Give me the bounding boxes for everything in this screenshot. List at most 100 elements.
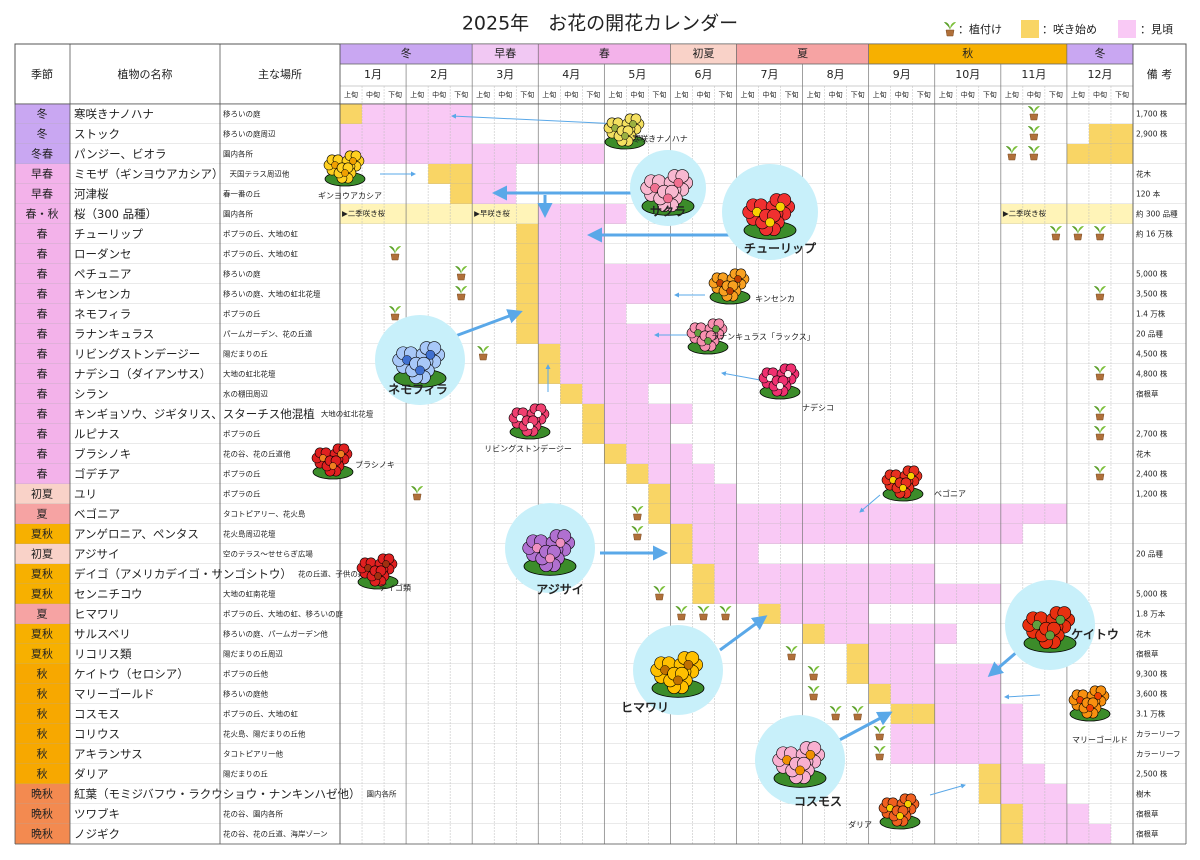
row-bg bbox=[15, 584, 1186, 604]
dekad-label: 下旬 bbox=[388, 90, 402, 99]
month-label: 11月 bbox=[1021, 68, 1046, 81]
illustration-label: サクラ bbox=[650, 205, 686, 219]
season: 秋 bbox=[37, 747, 48, 761]
illustration-label: コスモス bbox=[794, 795, 842, 809]
leaf bbox=[1099, 466, 1106, 474]
start-bloom bbox=[516, 244, 539, 264]
place: 園内各所 bbox=[223, 209, 253, 219]
season-band-label: 冬 bbox=[1094, 46, 1105, 60]
column-header: 備 考 bbox=[1147, 68, 1173, 81]
season: 春 bbox=[37, 368, 48, 381]
note: カラーリーフ bbox=[1136, 730, 1181, 739]
flower-center bbox=[673, 675, 683, 686]
dekad-label: 下旬 bbox=[851, 90, 865, 99]
arrow bbox=[1004, 694, 1041, 700]
plant-icon bbox=[873, 726, 886, 741]
plant-icon bbox=[1093, 286, 1106, 301]
note: 2,500 株 bbox=[1136, 769, 1168, 779]
start-bloom bbox=[868, 684, 891, 704]
dekad-label: 下旬 bbox=[520, 90, 534, 99]
flower-illustration bbox=[758, 363, 801, 400]
pot bbox=[1095, 233, 1105, 241]
season-band-label: 夏 bbox=[797, 47, 808, 60]
illustration-label: ヒマワリ bbox=[621, 701, 669, 715]
legend-swatch bbox=[1118, 20, 1136, 38]
start-bloom bbox=[978, 764, 1001, 784]
leaf bbox=[477, 346, 484, 354]
season: 晩秋 bbox=[31, 827, 53, 841]
leaf bbox=[1027, 106, 1034, 114]
start-bloom bbox=[604, 444, 627, 464]
place: 移ろいの庭 bbox=[223, 269, 261, 279]
note: 20 品種 bbox=[1136, 329, 1163, 339]
season-cell bbox=[15, 324, 70, 344]
pot bbox=[875, 733, 884, 741]
plant-name: ゴデチア bbox=[74, 467, 120, 481]
dekad-label: 中旬 bbox=[829, 90, 843, 99]
season-band-label: 初夏 bbox=[692, 46, 714, 60]
plant-icon bbox=[807, 666, 820, 681]
flower-center bbox=[526, 422, 534, 430]
leaf bbox=[791, 646, 798, 654]
place: 花の丘道、子供の森他 bbox=[298, 569, 373, 579]
start-bloom bbox=[582, 424, 605, 444]
pot bbox=[456, 273, 466, 281]
flower-center bbox=[555, 538, 566, 548]
season: 春 bbox=[37, 428, 48, 441]
full-bloom bbox=[670, 484, 737, 504]
season: 初夏 bbox=[31, 547, 53, 561]
season: 春 bbox=[37, 408, 48, 421]
illustration-label: チューリップ bbox=[744, 241, 817, 256]
plant-name: 紅葉（モミジバフウ・ラクウショウ・ナンキンハゼ他） bbox=[74, 787, 360, 801]
season-cell bbox=[15, 144, 70, 164]
season: 春 bbox=[37, 248, 48, 261]
season: 秋 bbox=[37, 707, 48, 721]
leaf bbox=[944, 22, 950, 30]
plant-icon bbox=[1093, 406, 1106, 421]
season: 秋 bbox=[37, 667, 48, 681]
illustration-label: ラナンキュラス「ラックス」 bbox=[711, 333, 815, 342]
pot bbox=[1007, 153, 1017, 161]
season-band-label: 秋 bbox=[962, 46, 973, 60]
dekad-label: 中旬 bbox=[498, 90, 512, 99]
leaf bbox=[851, 706, 858, 714]
flower-illustration bbox=[742, 193, 797, 240]
leaf bbox=[1071, 226, 1078, 234]
season-cell bbox=[15, 664, 70, 684]
pot bbox=[1095, 473, 1105, 481]
start-bloom bbox=[670, 524, 693, 544]
month-label: 7月 bbox=[761, 68, 779, 81]
legend-label: ：植付け bbox=[958, 22, 1002, 36]
start-bloom bbox=[560, 384, 583, 404]
plant-icon bbox=[631, 506, 644, 521]
pot bbox=[1095, 373, 1105, 381]
season-cell bbox=[15, 364, 70, 384]
pot bbox=[478, 353, 488, 361]
plant-icon bbox=[631, 526, 644, 541]
start-bloom bbox=[1000, 824, 1023, 844]
bloom-marker: ▶早咲き桜 bbox=[474, 208, 510, 218]
season: 春・秋 bbox=[26, 207, 59, 221]
place: ポプラの丘、大地の虹 bbox=[223, 709, 298, 719]
season-cell bbox=[15, 444, 70, 464]
start-bloom bbox=[648, 484, 671, 504]
full-bloom bbox=[648, 464, 715, 484]
pot bbox=[655, 593, 664, 601]
row-bg bbox=[15, 764, 1186, 784]
plant-name: 桜（300 品種） bbox=[74, 207, 157, 221]
plant-icon bbox=[411, 486, 424, 501]
dekad-label: 下旬 bbox=[1115, 90, 1129, 99]
note: 4,800 株 bbox=[1136, 369, 1168, 379]
note: 樹木 bbox=[1136, 789, 1152, 799]
place: 花火島周辺花壇 bbox=[223, 529, 276, 539]
season: 晩秋 bbox=[31, 807, 53, 821]
place: 天国テラス周辺他 bbox=[230, 169, 290, 179]
plant-name: ユリ bbox=[74, 487, 97, 501]
start-bloom bbox=[670, 544, 693, 564]
flower-center bbox=[425, 350, 436, 360]
plant-name: ベゴニア bbox=[74, 507, 120, 521]
note: 3,600 株 bbox=[1136, 689, 1168, 699]
season-cell bbox=[15, 404, 70, 424]
leaf bbox=[807, 686, 814, 694]
start-bloom bbox=[538, 364, 561, 384]
